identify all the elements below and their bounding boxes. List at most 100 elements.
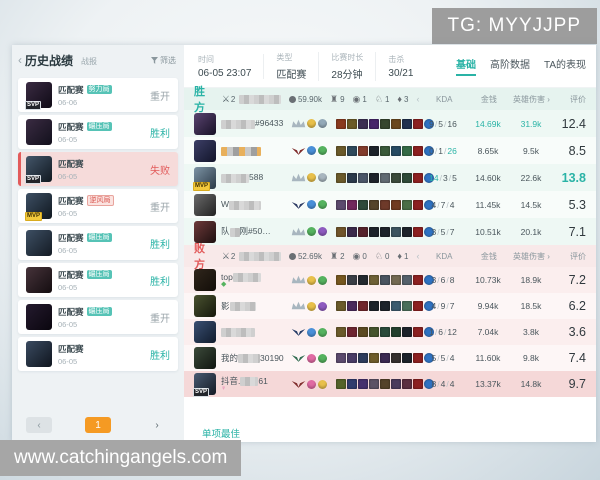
kda-part: 9 [429,118,434,129]
summary-field: 类型 匹配赛 [264,51,320,81]
player-row[interactable]: SVP 抖音. 61 ♀ 8/4/4 13.37k 14.8k 9.7 [184,371,596,397]
scroll-left-icon[interactable]: ‹ [416,251,420,261]
match-mode-label: 匹配赛 [58,232,84,243]
player-row[interactable]: top ◆ 3/6/8 10.73k 18.9k 7.2 [184,267,596,293]
kda-value: 3/6/8 [418,275,468,285]
kda-separator: / [437,301,440,311]
column-header-score[interactable]: 评价 [570,251,586,261]
medal-badge-mvp: MVP [193,181,211,191]
achievement-badges [307,227,333,236]
damage-value: 3.8k [522,327,540,337]
tab-best-categories[interactable]: 单项最佳 [202,429,241,445]
badge-icon [307,275,316,285]
item-icon [336,301,346,311]
medal-badge-svp: SVP [25,101,42,110]
match-item[interactable]: 匹配赛 碾压局 06-05 胜利 [18,263,178,297]
kda-separator: / [446,226,449,237]
player-row[interactable]: 队刚#50… 3/5/7 10.51k 20.1k 7.1 [184,218,596,245]
item-icon [369,172,379,183]
censored-name [221,173,249,183]
match-item[interactable]: 匹配赛 碾压局 06-05 重开 [18,300,178,334]
kda-part: 1 [438,145,443,156]
rank-emblem [289,196,307,214]
damage-value: 9.8k [522,353,540,363]
censored-name [229,302,256,312]
achievement-badges [307,119,333,128]
column-header-damage[interactable]: 英雄伤害 › [513,251,550,261]
match-item[interactable]: SVP 匹配赛 06-05 失败 [18,152,178,186]
kda-part: 5 [438,118,443,129]
item-icon [347,301,357,311]
player-row[interactable]: 1/6/12 7.04k 3.8k 3.6 [184,319,596,345]
dragon-icon: ♦ [397,94,402,104]
tab-基础[interactable]: 基础 [455,56,476,76]
match-item[interactable]: SVP 匹配赛 努力局 06-06 重开 [18,78,178,112]
player-name-fragment: 588 [249,172,264,183]
rank-crown-icon [291,275,305,284]
match-result: 失败 [150,165,170,177]
kda-part: 4 [449,379,455,389]
player-champion-avatar [194,139,216,162]
match-item[interactable]: 匹配赛 06-05 胜利 [18,337,178,371]
player-row[interactable]: 0/1/26 8.65k 9.5k 8.5 [184,137,596,164]
sidebar-subtitle[interactable]: 战报 [81,56,98,66]
back-chevron-icon[interactable]: ‹ [18,53,22,67]
gold-value: 10.51k [475,226,501,237]
item-build [336,353,434,363]
next-page-button[interactable]: › [144,417,170,433]
column-header-gold[interactable]: 金钱 [480,94,497,104]
summary-field: 击杀 30/21 [376,54,425,79]
item-icon [413,172,423,183]
censored-text [239,251,281,261]
scroll-left-icon[interactable]: ‹ [416,94,420,104]
tab-高阶数据[interactable]: 高阶数据 [489,60,530,71]
team-stat: ◉ 1 [353,94,367,105]
badge-icon [318,379,327,389]
item-build [336,226,434,237]
match-item[interactable]: 匹配赛 碾压局 06-05 胜利 [18,226,178,260]
sidebar-title: 历史战绩 [25,53,74,68]
tab-TA的表现[interactable]: TA的表现 [543,60,586,71]
champion-avatar [26,230,52,256]
player-row[interactable]: MVP 588 14/3/5 14.60k 22.6k 13.8 [184,164,596,191]
column-header-score[interactable]: 评价 [570,94,586,104]
player-row[interactable]: #96433 9/5/16 14.69k 31.9k 12.4 [184,110,596,137]
current-page-button[interactable]: 1 [85,417,111,433]
summary-fields: 时间 06-05 23:07 类型 匹配赛 比赛时长 28分钟 击杀 30/21 [198,51,425,81]
gold-value: 8.65k [477,145,499,156]
kda-part: 3 [431,226,437,237]
item-icon [391,118,401,129]
player-row[interactable]: W 4/7/4 11.45k 14.5k 5.3 [184,191,596,218]
team-stat-value: 1 [384,94,390,104]
kda-value: 0/1/26 [418,146,468,156]
match-mode-row: 匹配赛 碾压局 [58,269,146,281]
team-stat-value: 1 [403,251,409,261]
champion-avatar: SVP [25,156,52,184]
player-name: W [221,199,289,210]
item-icon [413,145,423,156]
gold-value: 14.69k [475,118,501,129]
badge-icon [307,379,316,389]
match-item[interactable]: 匹配赛 碾压局 06-05 胜利 [18,115,178,149]
prev-page-button[interactable]: ‹ [26,417,52,433]
column-header-damage[interactable]: 英雄伤害 › [513,94,550,104]
player-name [221,145,289,156]
score-value: 8.5 [568,143,586,158]
summary-field-label: 类型 [276,52,293,62]
app-window: ‹ 历史战绩 战报 筛选 SVP 匹配赛 努力局 06-06 重开 匹配赛 碾压局 06-05… [12,45,596,445]
item-icon [358,199,368,210]
badge-icon [318,146,327,155]
censored-name [221,119,255,129]
item-icon [336,353,346,363]
column-header-kda[interactable]: KDA [436,251,453,261]
column-header-gold[interactable]: 金钱 [480,251,497,261]
filter-button[interactable]: 筛选 [151,55,176,66]
match-item[interactable]: MVP 匹配赛 逆风局 06-05 重开 [18,189,178,223]
player-row[interactable]: 我的 30190 5/5/4 11.60k 9.8k 7.4 [184,345,596,371]
item-icon [369,379,379,389]
censored-text [239,94,281,104]
player-row[interactable]: 影 4/9/7 9.94k 18.5k 6.2 [184,293,596,319]
column-header-kda[interactable]: KDA [436,94,453,104]
item-icon [358,145,368,156]
score-value: 7.4 [568,351,586,365]
